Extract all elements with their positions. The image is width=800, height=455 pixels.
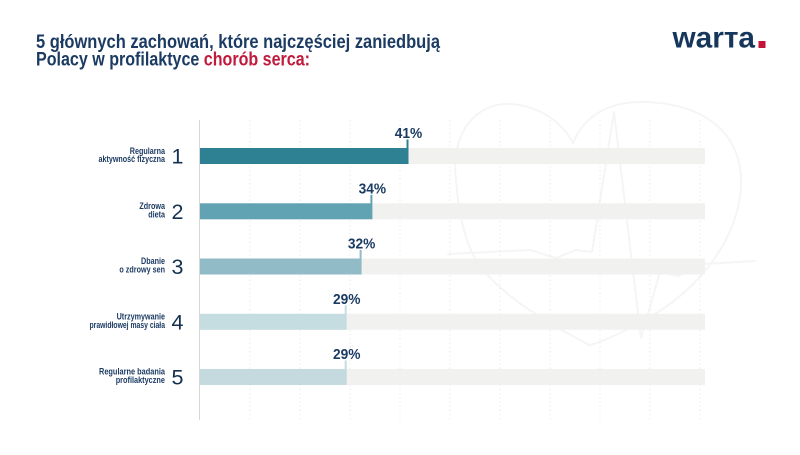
svg-text:Regularne badania: Regularne badania [99, 367, 166, 377]
svg-text:5 głównych zachowań, które naj: 5 głównych zachowań, które najczęściej z… [36, 32, 440, 53]
svg-text:3: 3 [172, 255, 184, 279]
svg-text:34%: 34% [359, 180, 387, 197]
svg-text:Dbanie: Dbanie [141, 256, 165, 266]
svg-text:aktywność fizyczna: aktywność fizyczna [99, 154, 166, 164]
svg-text:warта: warта [672, 22, 756, 55]
svg-text:prawidłowej masy ciała: prawidłowej masy ciała [90, 320, 166, 330]
svg-text:o zdrowy sen: o zdrowy sen [119, 265, 165, 275]
svg-text:29%: 29% [333, 291, 361, 308]
svg-text:5: 5 [172, 366, 184, 390]
svg-text:29%: 29% [333, 346, 361, 363]
svg-text:2: 2 [172, 200, 184, 224]
svg-text:Zdrowa: Zdrowa [139, 201, 165, 211]
svg-text:dieta: dieta [148, 209, 166, 219]
svg-text:1: 1 [172, 145, 184, 169]
svg-text:Regularna: Regularna [130, 146, 166, 156]
svg-text:4: 4 [172, 310, 184, 334]
svg-text:Utrzymywanie: Utrzymywanie [117, 312, 165, 322]
svg-text:41%: 41% [395, 125, 423, 142]
svg-text:Polacy w profilaktyce chorób s: Polacy w profilaktyce chorób serca: [36, 50, 310, 71]
svg-text:profilaktyczne: profilaktyczne [116, 375, 165, 385]
svg-text:32%: 32% [348, 236, 376, 253]
